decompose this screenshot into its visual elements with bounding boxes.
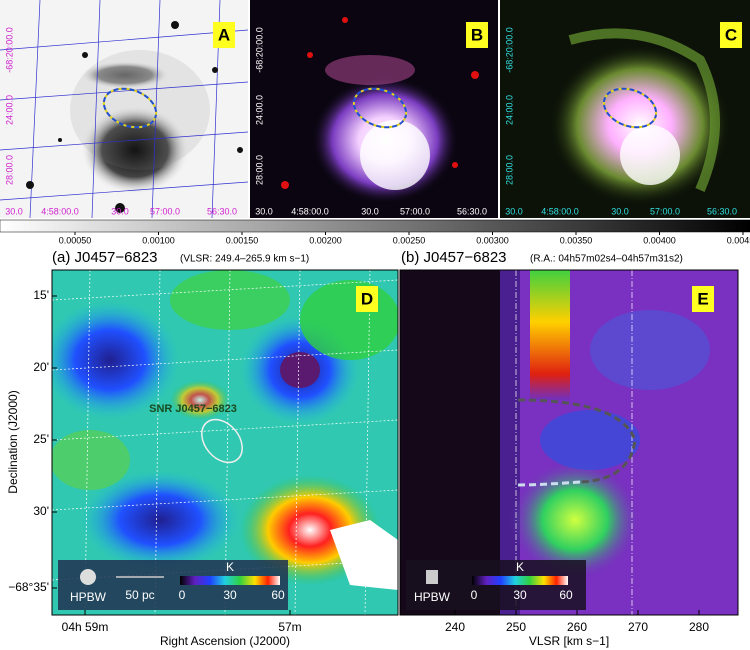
x-tick-label: 04h 59m — [62, 620, 109, 634]
panel-letter: D — [361, 289, 373, 308]
ra-tick-label: 57:00.0 — [150, 206, 180, 216]
dec-tick-label: 24:00.0 — [254, 95, 264, 125]
panel-frame — [51, 269, 399, 616]
x-tick-label: 280 — [689, 620, 709, 634]
x-tick-label: 250 — [506, 620, 526, 634]
dec-tick-label: 28:00.0 — [4, 155, 14, 185]
ra-tick-label: 30.0 — [505, 206, 523, 216]
panel-e-image — [400, 270, 738, 615]
panel-letters: A B C — [213, 22, 742, 48]
ra-tick-label: 30.0 — [361, 206, 379, 216]
ra-tick-label: 4:58:00.0 — [291, 206, 329, 216]
beam-label: HPBW — [70, 590, 107, 604]
panel-title: (b) J0457−6823 — [401, 249, 507, 266]
y-tick-label: 15' — [33, 288, 49, 302]
colorbar-ticks: 0.00050 0.00100 0.00150 0.00200 0.00250 0.003… — [59, 232, 750, 245]
ra-tick-label: 56:30.0 — [707, 206, 737, 216]
dec-tick-label: -68:20:00.0 — [254, 27, 264, 73]
colorbar-tick-label: 0.00400 — [643, 235, 676, 245]
panel-c-image — [500, 0, 750, 218]
colorbar-tick: 60 — [271, 588, 285, 602]
y-tick-label: 25' — [33, 432, 49, 446]
panel-d-ticks: 15' 20' 25' 30' −68°35' 04h 59m 57m — [8, 288, 301, 634]
dec-tick-label: 28:00.0 — [504, 155, 514, 185]
dec-tick-label: 24:00.0 — [4, 95, 14, 125]
ra-tick-label: 30.0 — [111, 206, 129, 216]
beam-label: HPBW — [414, 590, 451, 604]
ra-tick-label: 57:00.0 — [650, 206, 680, 216]
colorbar-unit: K — [516, 560, 524, 574]
panel-frame — [399, 269, 739, 616]
colorbar-tick-label: 0.00050 — [59, 235, 92, 245]
panel-subtitle: (R.A.: 04h57m02s4–04h57m31s2) — [530, 254, 683, 265]
x-tick-label: 270 — [628, 620, 648, 634]
x-axis-label: Right Ascension (J2000) — [160, 634, 290, 648]
y-tick-label: 20' — [33, 360, 49, 374]
colorbar-tick-label: 0.00350 — [560, 235, 593, 245]
dec-tick-label: 28:00.0 — [254, 155, 264, 185]
colorbar-tick: 60 — [559, 588, 573, 602]
dec-tick-label: -68:20:00.0 — [4, 27, 14, 73]
x-axis-label: VLSR [km s−1] — [529, 634, 609, 648]
ra-tick-label: 30.0 — [611, 206, 629, 216]
panel-letter: E — [697, 289, 708, 308]
panel-title: (a) J0457−6823 — [52, 249, 158, 266]
ra-tick-label: 4:58:00.0 — [541, 206, 579, 216]
colorbar-tick-label: 0.00100 — [142, 235, 175, 245]
colorbar-tick-label: 0.00150 — [226, 235, 259, 245]
ra-tick-label: 56:30.0 — [207, 206, 237, 216]
ra-tick-label: 4:58:00.0 — [41, 206, 79, 216]
panel-b-image — [250, 0, 498, 218]
panel-letter: B — [471, 25, 483, 44]
colorbar-tick-label: 0.00450 — [727, 235, 750, 245]
y-tick-label: 30' — [33, 504, 49, 518]
panel-letter: A — [218, 25, 230, 44]
annotation: SNR J0457−6823 — [149, 403, 237, 415]
ra-tick-label: 30.0 — [255, 206, 273, 216]
scale-label: 50 pc — [125, 588, 154, 602]
top-coordinate-labels: -68:20:00.0 24:00.0 28:00.0 30.0 4:58:00.0 30… — [4, 27, 737, 216]
dec-tick-label: -68:20:00.0 — [504, 27, 514, 73]
colorbar-tick: 30 — [223, 588, 237, 602]
colorbar-tick-label: 0.00200 — [309, 235, 342, 245]
colorbar-tick-label: 0.00300 — [476, 235, 509, 245]
colorbar-unit: K — [226, 560, 234, 574]
panel-d-image — [52, 270, 398, 615]
ra-tick-label: 56:30.0 — [457, 206, 487, 216]
colorbar-tick: 0 — [471, 588, 478, 602]
snr-ellipses — [102, 87, 658, 129]
colorbar-tick-label: 0.00250 — [393, 235, 426, 245]
panel-subtitle: (VLSR: 249.4–265.9 km s−1) — [180, 254, 309, 265]
colorbar-tick: 30 — [513, 588, 527, 602]
x-tick-label: 240 — [445, 620, 465, 634]
colorbar-tick: 0 — [179, 588, 186, 602]
x-tick-label: 260 — [567, 620, 587, 634]
ra-tick-label: 57:00.0 — [400, 206, 430, 216]
panel-e-ticks: 240 250 260 270 280 — [445, 610, 709, 634]
x-tick-label: 57m — [278, 620, 301, 634]
y-axis-label: Declination (J2000) — [6, 390, 20, 493]
panel-letter: C — [725, 25, 737, 44]
dec-tick-label: 24:00.0 — [504, 95, 514, 125]
ra-tick-label: 30.0 — [5, 206, 23, 216]
y-tick-label: −68°35' — [8, 580, 49, 594]
colorbar — [0, 219, 750, 233]
panel-a-image — [0, 0, 248, 218]
